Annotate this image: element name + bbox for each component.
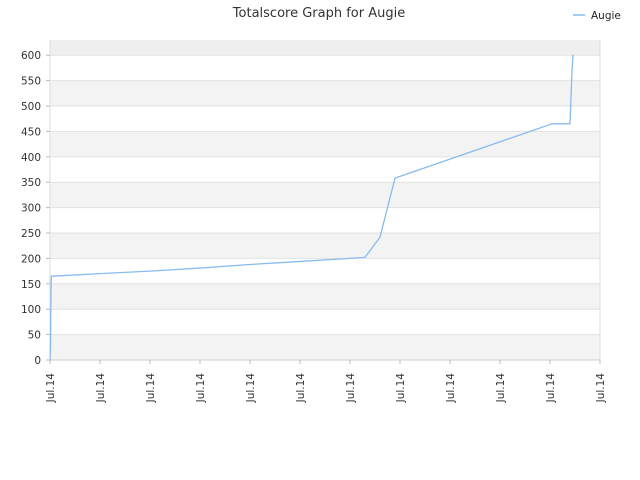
legend[interactable]: Augie — [573, 10, 621, 22]
x-tick-label: Jul.14 — [245, 373, 257, 404]
x-tick-label: Jul.14 — [195, 373, 207, 404]
y-tick-label: 500 — [21, 101, 41, 113]
y-tick-label: 300 — [21, 203, 41, 215]
background-band — [50, 258, 600, 284]
background-band — [50, 156, 600, 183]
background-band — [50, 233, 600, 259]
background-band — [50, 106, 600, 132]
background-band — [50, 309, 600, 335]
series-layer — [49, 54, 574, 361]
background-band — [50, 334, 600, 360]
y-tick-label: 200 — [21, 253, 41, 265]
y-tick-label: 450 — [21, 126, 41, 138]
x-tick-label: Jul.14 — [395, 373, 407, 404]
x-tick-label: Jul.14 — [445, 373, 457, 404]
background-bands — [50, 40, 600, 360]
x-axis: Jul.14 Jul.14 Jul.14 Jul.14 Jul.14 Jul.14 Jul.… — [45, 360, 607, 403]
background-band — [50, 207, 600, 234]
legend-label: Augie — [591, 10, 621, 22]
x-tick-label: Jul.14 — [145, 373, 157, 404]
grid-lines — [49, 40, 601, 361]
background-band — [50, 283, 600, 310]
series-line-augie — [49, 54, 574, 361]
x-tick-label: Jul.14 — [45, 373, 57, 404]
background-band — [50, 182, 600, 208]
y-tick-label: 600 — [21, 50, 41, 62]
x-tick-label: Jul.14 — [95, 373, 107, 404]
background-band — [50, 80, 600, 107]
x-tick-label: Jul.14 — [545, 373, 557, 404]
y-tick-label: 150 — [21, 279, 41, 291]
background-band — [50, 55, 600, 81]
y-tick-label: 100 — [21, 304, 41, 316]
x-tick-label: Jul.14 — [345, 373, 357, 404]
y-axis: 0 50 100 150 200 250 300 350 400 450 500 550 600 — [21, 50, 50, 367]
background-band — [50, 131, 600, 157]
y-tick-label: 250 — [21, 228, 41, 240]
x-tick-label: Jul.14 — [595, 373, 607, 404]
y-tick-label: 550 — [21, 76, 41, 88]
y-tick-label: 0 — [34, 355, 41, 367]
background-band — [50, 40, 600, 56]
x-tick-label: Jul.14 — [495, 373, 507, 404]
x-tick-label: Jul.14 — [295, 373, 307, 404]
y-tick-label: 350 — [21, 177, 41, 189]
chart-title: Totalscore Graph for Augie — [232, 6, 405, 21]
y-tick-label: 50 — [28, 330, 41, 342]
y-tick-label: 400 — [21, 152, 41, 164]
